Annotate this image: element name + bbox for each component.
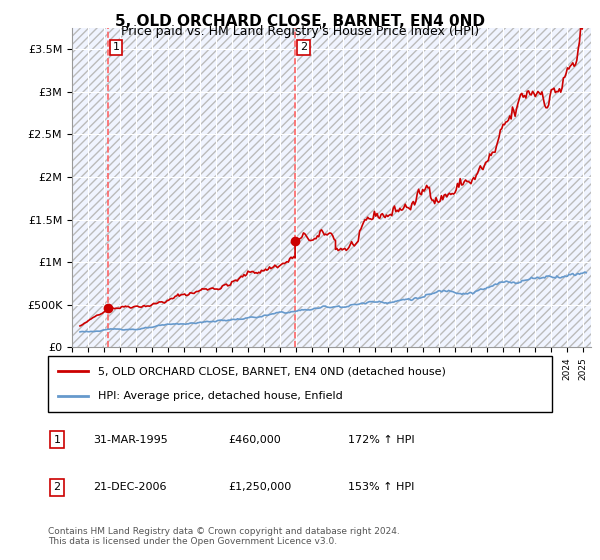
Text: 31-MAR-1995: 31-MAR-1995 xyxy=(93,435,168,445)
Text: 2: 2 xyxy=(53,482,61,492)
Text: 21-DEC-2006: 21-DEC-2006 xyxy=(93,482,167,492)
Text: 5, OLD ORCHARD CLOSE, BARNET, EN4 0ND: 5, OLD ORCHARD CLOSE, BARNET, EN4 0ND xyxy=(115,14,485,29)
Text: £460,000: £460,000 xyxy=(228,435,281,445)
Text: 2: 2 xyxy=(300,43,307,53)
Text: 153% ↑ HPI: 153% ↑ HPI xyxy=(348,482,415,492)
Text: Contains HM Land Registry data © Crown copyright and database right 2024.
This d: Contains HM Land Registry data © Crown c… xyxy=(48,526,400,546)
FancyBboxPatch shape xyxy=(48,356,552,412)
Text: 1: 1 xyxy=(113,43,120,53)
Text: 5, OLD ORCHARD CLOSE, BARNET, EN4 0ND (detached house): 5, OLD ORCHARD CLOSE, BARNET, EN4 0ND (d… xyxy=(98,366,446,376)
Text: 172% ↑ HPI: 172% ↑ HPI xyxy=(348,435,415,445)
Text: HPI: Average price, detached house, Enfield: HPI: Average price, detached house, Enfi… xyxy=(98,391,343,401)
Text: 1: 1 xyxy=(53,435,61,445)
Text: Price paid vs. HM Land Registry's House Price Index (HPI): Price paid vs. HM Land Registry's House … xyxy=(121,25,479,38)
Text: £1,250,000: £1,250,000 xyxy=(228,482,291,492)
